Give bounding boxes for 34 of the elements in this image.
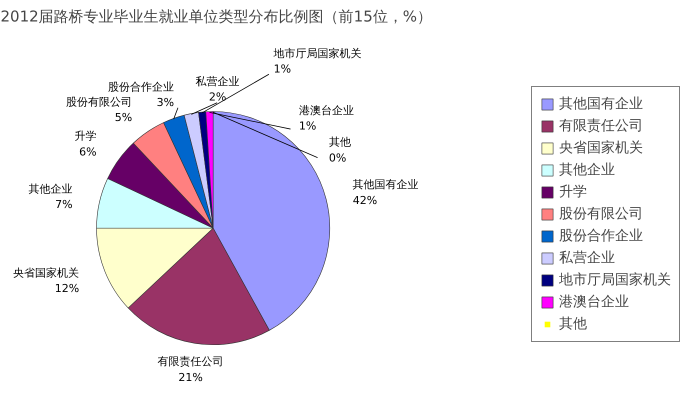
legend-label: 有限责任公司 — [559, 117, 643, 135]
slice-label: 升学 — [74, 130, 97, 143]
legend-label: 升学 — [559, 183, 587, 201]
slice-label: 地市厅局国家机关 — [272, 47, 362, 60]
legend-label: 港澳台企业 — [559, 293, 629, 311]
data-label: 42% — [352, 194, 378, 207]
slice-label: 港澳台企业 — [298, 104, 354, 117]
data-label: 6% — [79, 145, 97, 158]
data-label: 5% — [114, 111, 132, 124]
slice-label: 央省国家机关 — [13, 266, 80, 280]
legend-label: 股份有限公司 — [559, 205, 643, 223]
slice-label: 股份合作企业 — [108, 80, 174, 94]
legend-label: 股份合作企业 — [559, 227, 643, 245]
data-label: 1% — [274, 62, 292, 76]
slice-label: 其他企业 — [28, 182, 73, 196]
category-label: 其他 — [328, 136, 351, 149]
data-label: 21% — [178, 370, 203, 384]
chart-title: 2012届路桥专业毕业生就业单位类型分布比例图（前15位，%） — [0, 8, 432, 26]
data-label: 1% — [298, 120, 316, 133]
data-label: 2% — [208, 90, 226, 104]
legend-label: 其他企业 — [559, 161, 615, 179]
legend-label: 其他 — [559, 315, 587, 333]
slice-label: 私营企业 — [196, 74, 240, 88]
legend-label: 地市厅局国家机关 — [559, 271, 671, 289]
slice-label: 股份有限公司 — [66, 95, 132, 108]
slice-label: 其他国有企业 — [352, 178, 419, 192]
data-label: 12% — [54, 282, 80, 296]
data-label: 7% — [55, 198, 73, 212]
text: 0% — [328, 151, 346, 164]
legend-label: 私营企业 — [559, 249, 615, 267]
legend-label: 其他国有企业 — [559, 95, 643, 113]
data-label: 3% — [156, 96, 174, 109]
legend-label: 央省国家机关 — [559, 139, 643, 157]
slice-label: 有限责任公司 — [158, 355, 224, 368]
